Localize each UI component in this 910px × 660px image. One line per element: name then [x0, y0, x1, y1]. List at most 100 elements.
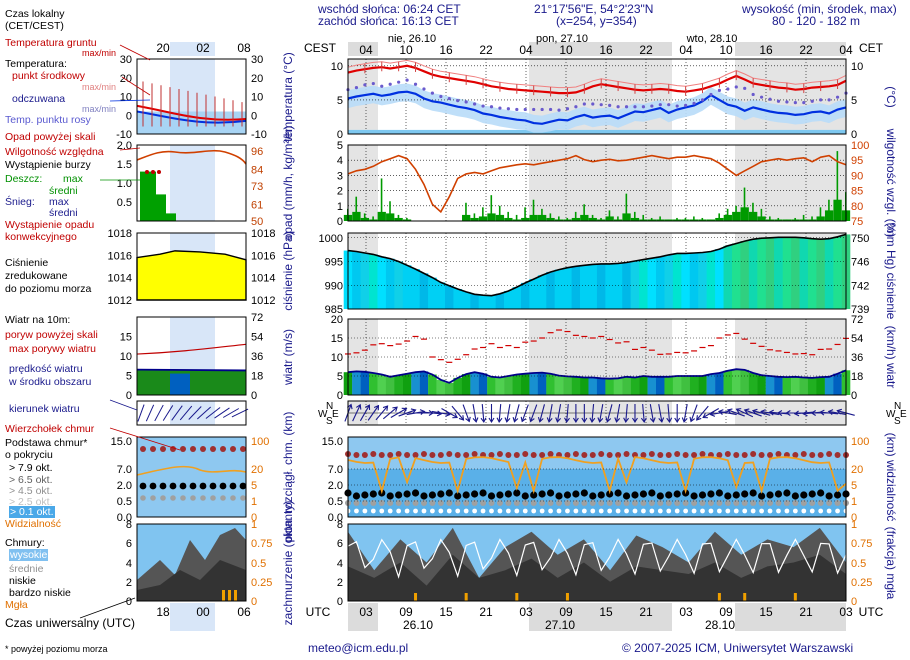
humidity-tick: 90 [851, 170, 863, 182]
wind-arrow-shaft [521, 404, 529, 422]
ground-temp-label: Temperatura gruntu [5, 37, 97, 49]
utc-label: Czas uniwersalny (UTC) [5, 616, 136, 630]
wind-arrow-head [480, 417, 487, 423]
perceived-temp-dot [768, 97, 772, 101]
cloud-base-white-dot [759, 508, 764, 514]
wind-arrow [512, 404, 520, 423]
cloud-base-dot [673, 490, 681, 498]
wind-arrow-head [819, 409, 825, 416]
day-label: pon, 27.10 [536, 33, 588, 45]
mini-clouds-tick-left: 6 [126, 538, 132, 550]
wind-axis-title: wiatr (m/s) [281, 329, 295, 386]
high-clouds-text: wysokie [9, 549, 49, 561]
mini-cb-tick-left: 2.0 [117, 480, 132, 492]
pressure-bar [537, 275, 547, 309]
mini-cloud-base-dot [219, 482, 227, 490]
perceived-temp-dot [380, 84, 384, 88]
cloud-base-white-dot [725, 508, 731, 514]
wind-arrow-head [572, 417, 579, 424]
cloud-top-dot [589, 452, 596, 458]
perceived-temp-dot [557, 108, 561, 112]
wind-arrow-shaft [390, 408, 407, 418]
wind-speed-bar [824, 376, 834, 395]
cloud-base-dot [504, 490, 512, 498]
cloud-top-dot [564, 452, 571, 458]
cloud-base-gray-dot [631, 500, 638, 506]
rain-mid-bar [470, 217, 479, 221]
contact-email[interactable]: meteo@icm.edu.pl [308, 641, 409, 655]
utc-tick-label: 03 [519, 605, 533, 619]
wind-speed-bar [816, 377, 825, 395]
mini-precip-frame [136, 144, 247, 222]
mini-wind-arrow-shaft [222, 408, 240, 418]
rain-max-bar [473, 213, 476, 221]
legend-pointer [79, 597, 136, 619]
mini-clouds-tick-left: 4 [126, 558, 132, 570]
wind-arrow-head [605, 417, 612, 423]
perceived-temp-dot [422, 87, 426, 91]
wind-speed-bar [782, 377, 792, 395]
mini-wind-arrow-shaft [196, 406, 212, 420]
cloud-base-white-dot [767, 508, 773, 514]
perceived-temp-dot [574, 105, 578, 109]
cloud-base-white-dot [792, 508, 798, 514]
cloud-base-dot [352, 492, 361, 500]
wind-speed-bar [833, 373, 842, 395]
mini-wind-arrow [145, 404, 155, 422]
mini-wind-arrow-shaft [179, 405, 193, 421]
cloud-base-gray-dot [353, 500, 360, 506]
mini-cloud-gray-dot [150, 495, 156, 501]
pressure-axis-title-right: (mm Hg) ciśnienie [884, 223, 898, 320]
wind-arrow [751, 408, 771, 416]
cloud-base-white-dot [565, 508, 570, 514]
cloud-base-dot [546, 489, 555, 497]
wind-arrow-shaft [606, 404, 613, 422]
rain-mid-bar [664, 219, 673, 221]
mini-wind-arrow [222, 408, 240, 418]
cloud-base-dot [631, 491, 639, 499]
fog-bar [717, 593, 721, 601]
wind-arrow-shaft [451, 405, 464, 421]
snow-mid-label: średni [49, 207, 78, 219]
mini-local-tick: 02 [196, 41, 210, 55]
very-low-clouds-area [348, 554, 846, 601]
precipitation-tick-left: 3 [337, 170, 343, 182]
perceived-temp-dot [599, 103, 603, 107]
rain-label: Deszcz: [5, 173, 43, 185]
wind-arrow-shaft [828, 410, 847, 416]
sunrise-text: wschód słońca: 06:24 CET [318, 2, 461, 16]
cloud-base-gray-dot [454, 500, 461, 506]
pressure-bar [605, 263, 614, 309]
mini-wind-frame [136, 316, 247, 396]
pressure-bar [647, 258, 657, 309]
pressure-bar [428, 277, 437, 309]
wind-arrow-shaft [599, 404, 604, 422]
cloud-top-dot [724, 451, 731, 457]
wind-frame [347, 318, 847, 396]
perceived-temp-dot [515, 107, 519, 112]
pressure-bar [613, 263, 623, 309]
dewpoint-band [348, 83, 846, 133]
mini-very-low-clouds [137, 560, 246, 601]
mini-cloud-top-dot [140, 446, 146, 452]
cloud-top-dot [741, 452, 748, 458]
wind-arrow-head [465, 416, 471, 423]
mini-utc-tick: 06 [237, 605, 251, 619]
rain-mid-bar [647, 219, 657, 221]
wind-tick-left: 15 [331, 333, 343, 345]
day-label: nie, 26.10 [388, 33, 436, 45]
perceived-temp-dot [430, 91, 435, 95]
rain-mid-bar [563, 219, 572, 221]
mini-cloud-base-dot [229, 482, 237, 490]
legend-pointer [109, 399, 138, 411]
cloud-base-gray-dot [741, 500, 748, 506]
rain-max-bar [608, 210, 611, 221]
mini-cloud-top-dot [230, 446, 236, 452]
rain-mid-bar [478, 216, 488, 221]
utc-time-day-band-1 [529, 603, 672, 631]
cloud-base-white-dot [480, 508, 486, 514]
cloud-top-dot [581, 452, 588, 458]
mini-wind-arrow [171, 405, 183, 421]
local-tick-label: 04 [839, 43, 853, 57]
wind-speed-bar [419, 371, 429, 395]
